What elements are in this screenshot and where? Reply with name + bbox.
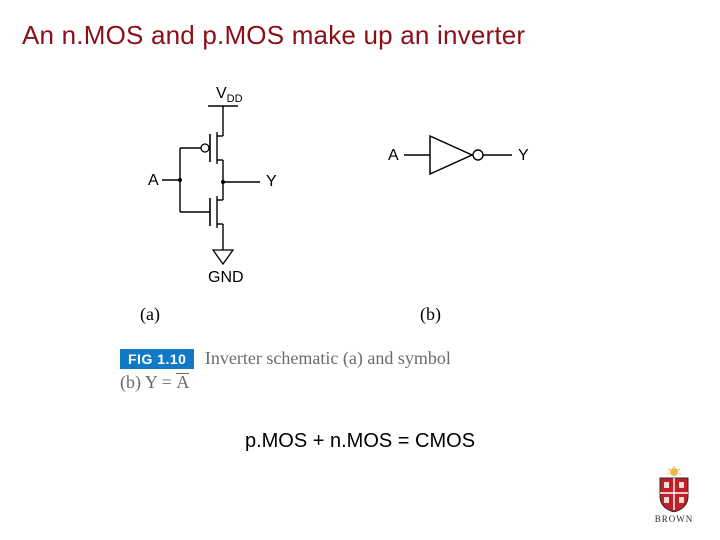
inverter-diagram: VDD — [120, 80, 580, 340]
caption-line2-prefix: (b) Y = — [120, 372, 176, 392]
caption-overbar-a: A — [176, 372, 189, 393]
shield-icon — [654, 466, 694, 512]
logo-label: BROWN — [652, 514, 696, 524]
caption-line1: Inverter schematic (a) and symbol — [205, 348, 451, 368]
cmos-equation: p.MOS + n.MOS = CMOS — [0, 430, 720, 453]
schematic-output-y: Y — [266, 173, 277, 190]
schematic-input-a: A — [148, 172, 159, 189]
figure-caption: FIG 1.10 Inverter schematic (a) and symb… — [120, 348, 580, 369]
symbol-input-a: A — [388, 147, 399, 164]
figure-badge: FIG 1.10 — [120, 349, 194, 369]
slide-title: An n.MOS and p.MOS make up an inverter — [22, 20, 525, 51]
subfigure-b-label: (b) — [420, 304, 441, 325]
symbol-b: A Y (b) — [388, 136, 529, 325]
schematic-a: VDD — [140, 85, 277, 325]
subfigure-a-label: (a) — [140, 304, 160, 325]
symbol-output-y: Y — [518, 147, 529, 164]
caption-line2: (b) Y = A — [120, 372, 189, 393]
gnd-label: GND — [208, 269, 244, 286]
vdd-label: VDD — [216, 85, 243, 105]
brown-logo: BROWN — [652, 466, 696, 526]
